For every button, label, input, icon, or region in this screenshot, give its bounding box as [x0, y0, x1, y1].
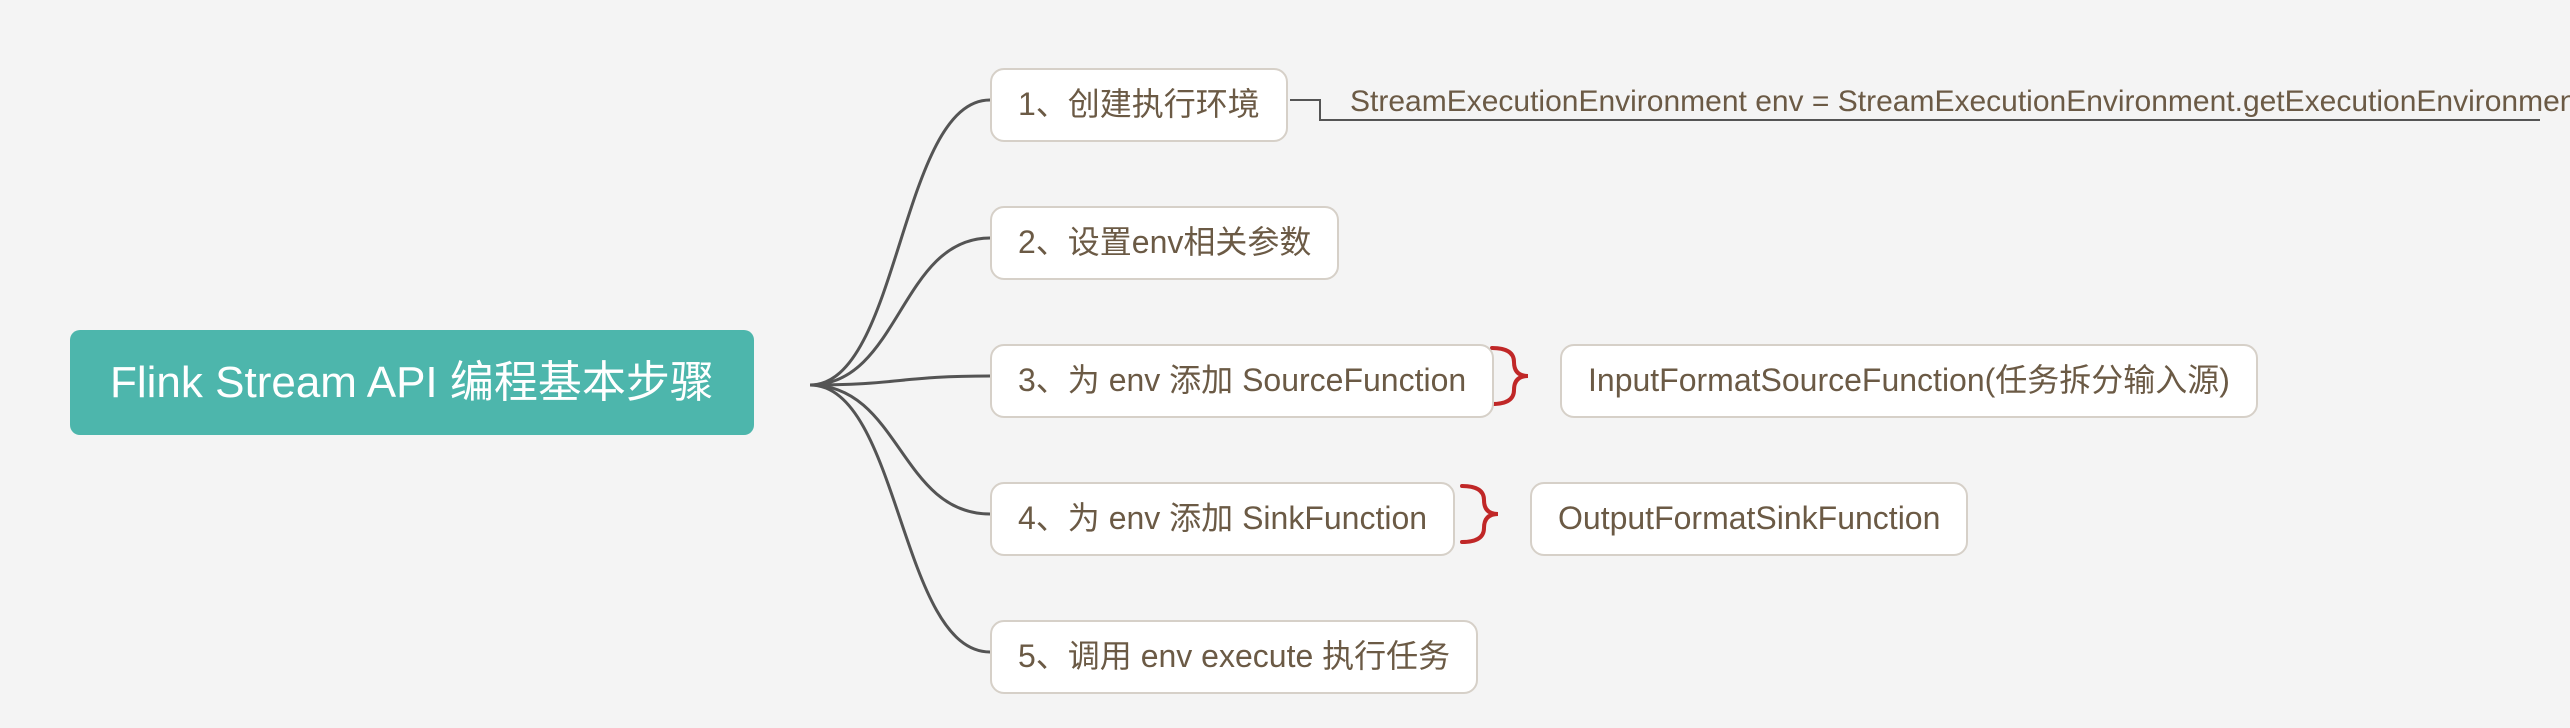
mindmap-canvas: Flink Stream API 编程基本步骤 1、创建执行环境 StreamExe…: [0, 0, 2570, 728]
child-node-4: 4、为 env 添加 SinkFunction: [990, 482, 1455, 556]
child-node-3: 3、为 env 添加 SourceFunction: [990, 344, 1494, 418]
child-node-1: 1、创建执行环境: [990, 68, 1288, 142]
child-node-5: 5、调用 env execute 执行任务: [990, 620, 1478, 694]
root-node: Flink Stream API 编程基本步骤: [70, 330, 754, 435]
leaf-node-3: InputFormatSourceFunction(任务拆分输入源): [1560, 344, 2258, 418]
leaf-node-4: OutputFormatSinkFunction: [1530, 482, 1968, 556]
child-node-2: 2、设置env相关参数: [990, 206, 1339, 280]
leaf-text-1: StreamExecutionEnvironment env = StreamE…: [1350, 82, 2570, 121]
